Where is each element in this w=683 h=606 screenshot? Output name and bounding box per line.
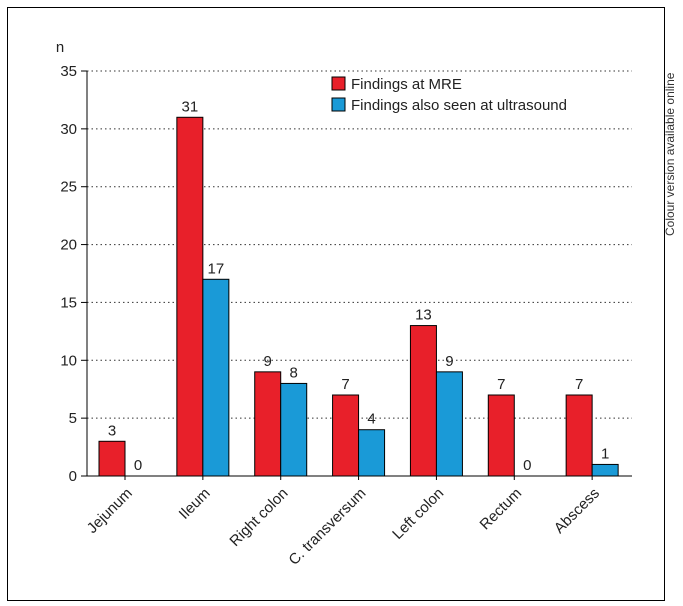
bar-mre — [176, 116, 204, 477]
y-tick-label: 25 — [60, 179, 77, 196]
bar-mre — [332, 394, 360, 477]
y-axis-label: n — [56, 39, 64, 56]
bar-mre — [565, 394, 593, 477]
bar-value-label: 7 — [575, 376, 583, 393]
category-label: Right colon — [226, 485, 291, 550]
bar-ultrasound — [591, 463, 619, 477]
bar-value-label: 7 — [497, 376, 505, 393]
bar-value-label: 17 — [208, 260, 225, 277]
y-tick-label: 35 — [60, 63, 77, 80]
category-label: C. transversum — [285, 485, 369, 569]
bar-value-label: 0 — [134, 457, 142, 474]
bar-mre — [98, 440, 126, 477]
bar-value-label: 1 — [601, 445, 609, 462]
bar-value-label: 7 — [341, 376, 349, 393]
y-tick-label: 5 — [69, 410, 77, 427]
category-label: Abscess — [551, 485, 603, 537]
y-tick-label: 0 — [69, 468, 77, 485]
legend-swatch — [331, 76, 346, 91]
category-label: Jejunum — [84, 485, 136, 537]
category-label: Ileum — [176, 485, 214, 523]
grid-lines — [87, 70, 632, 419]
bar-mre — [409, 325, 437, 477]
y-tick-label: 15 — [60, 294, 77, 311]
bar-value-label: 8 — [290, 364, 298, 381]
y-tick-label: 30 — [60, 121, 77, 138]
y-tick-label: 10 — [60, 352, 77, 369]
legend: Findings at MRE Findings also seen at ult… — [331, 76, 567, 114]
bar-mre — [254, 371, 282, 477]
bar-value-label: 0 — [523, 457, 531, 474]
category-label: Left colon — [389, 485, 447, 543]
bar-value-label: 9 — [445, 353, 453, 370]
legend-label: Findings also seen at ultrasound — [351, 97, 567, 114]
category-label: Rectum — [477, 485, 526, 534]
bar-value-label: 9 — [264, 353, 272, 370]
bars — [98, 116, 619, 477]
legend-swatch — [331, 97, 346, 112]
bar-ultrasound — [435, 371, 463, 477]
value-labels: 3 0 31 17 9 8 7 4 13 9 7 0 7 1 — [108, 98, 609, 474]
bar-ultrasound — [280, 382, 308, 477]
bar-value-label: 3 — [108, 422, 116, 439]
bar-mre — [487, 394, 515, 477]
y-tick-label: 20 — [60, 237, 77, 254]
bar-value-label: 4 — [367, 411, 375, 428]
bar-ultrasound — [202, 278, 230, 477]
bar-value-label: 31 — [182, 98, 199, 115]
legend-label: Findings at MRE — [351, 76, 462, 93]
bar-value-label: 13 — [415, 307, 432, 324]
figure-frame — [7, 7, 665, 601]
bar-ultrasound — [358, 429, 386, 477]
